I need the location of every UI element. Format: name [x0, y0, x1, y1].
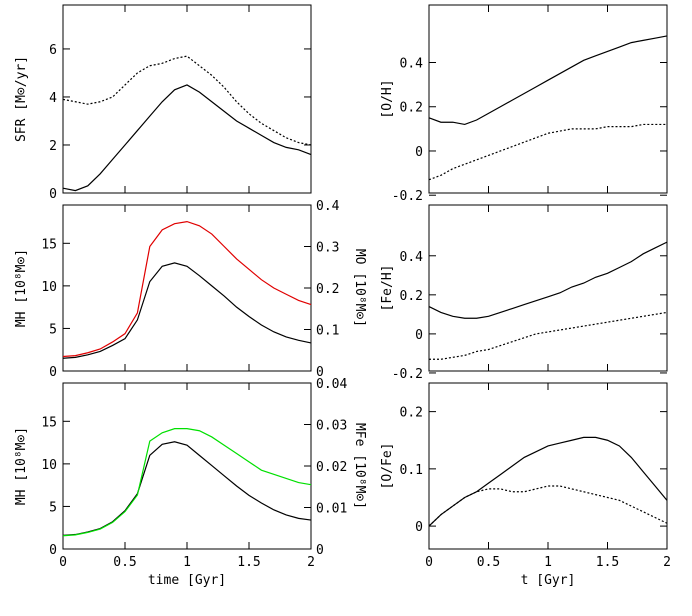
y-tick-label: 0	[49, 543, 57, 558]
y-axis-label: MH [10⁸M⊙]	[14, 427, 29, 505]
x-axis-label: t [Gyr]	[521, 573, 576, 588]
series-line	[62, 428, 312, 537]
y-tick-label: 2	[49, 139, 57, 154]
y2-tick-label: 0.1	[316, 324, 339, 339]
x-tick-label: 1.5	[596, 555, 619, 570]
series-line	[62, 441, 312, 536]
y-tick-label: 0.4	[400, 250, 424, 265]
x-tick-label: 0	[425, 555, 433, 570]
x-axis-label: time [Gyr]	[148, 573, 226, 588]
y-tick-label: 0.2	[400, 101, 423, 116]
y2-tick-label: 0.02	[316, 460, 347, 475]
x-tick-label: 2	[307, 555, 315, 570]
y2-axis-label: MO [10⁸M⊙]	[352, 249, 367, 327]
x-tick-label: 0.5	[477, 555, 500, 570]
plot-frame	[62, 382, 312, 550]
y-tick-label: 0	[415, 328, 423, 343]
y-tick-label: 0.2	[400, 289, 423, 304]
y2-tick-label: 0	[316, 365, 324, 380]
y2-tick-label: 0	[316, 543, 324, 558]
y-tick-label: 0	[49, 187, 57, 202]
y-tick-label: 0	[49, 365, 57, 380]
y-axis-label: [O/Fe]	[380, 443, 395, 490]
y-tick-label: -0.2	[392, 367, 423, 382]
series-line	[62, 55, 312, 146]
y-tick-label: -0.2	[392, 189, 423, 204]
plot-frame	[62, 4, 312, 194]
y2-tick-label: 0.03	[316, 419, 347, 434]
x-tick-label: 0	[59, 555, 67, 570]
y-tick-label: 5	[49, 500, 57, 515]
series-line	[428, 436, 668, 527]
y-axis-label: MH [10⁸M⊙]	[14, 249, 29, 327]
y-tick-label: 5	[49, 322, 57, 337]
plot-frame	[428, 204, 668, 372]
y-axis-label: [O/H]	[380, 79, 395, 118]
y-axis-label: SFR [M⊙/yr]	[14, 56, 29, 142]
x-tick-label: 0.5	[113, 555, 136, 570]
series-line	[429, 311, 668, 360]
y-tick-label: 0.2	[400, 406, 423, 421]
y-axis-label: [Fe/H]	[380, 265, 395, 312]
series-line	[428, 241, 668, 319]
series-line	[62, 84, 312, 192]
y2-tick-label: 0.04	[316, 377, 347, 392]
series-line	[428, 35, 668, 126]
x-tick-label: 2	[663, 555, 671, 570]
x-tick-label: 1.5	[237, 555, 260, 570]
y-tick-label: 0.1	[400, 463, 423, 478]
series-line	[428, 485, 668, 527]
y2-axis-label: MFe [10⁸M⊙]	[352, 423, 367, 509]
series-line	[62, 262, 312, 359]
y-tick-label: 0	[415, 520, 423, 535]
y-tick-label: 15	[41, 237, 57, 252]
y-tick-label: 15	[41, 415, 57, 430]
y-tick-label: 10	[41, 458, 57, 473]
x-tick-label: 1	[544, 555, 552, 570]
series-line	[62, 220, 312, 358]
series-line	[428, 123, 667, 181]
plot-frame	[428, 4, 668, 194]
y-tick-label: 0.4	[400, 57, 424, 72]
x-tick-label: 1	[183, 555, 191, 570]
y-tick-label: 10	[41, 280, 57, 295]
plot-frame	[428, 382, 668, 550]
y2-tick-label: 0.3	[316, 241, 339, 256]
y2-tick-label: 0.2	[316, 282, 339, 297]
y-tick-label: 6	[49, 43, 57, 58]
y-tick-label: 0	[415, 145, 423, 160]
y2-tick-label: 0.01	[316, 502, 347, 517]
y-tick-label: 4	[49, 91, 57, 106]
y2-tick-label: 0.4	[316, 199, 340, 214]
